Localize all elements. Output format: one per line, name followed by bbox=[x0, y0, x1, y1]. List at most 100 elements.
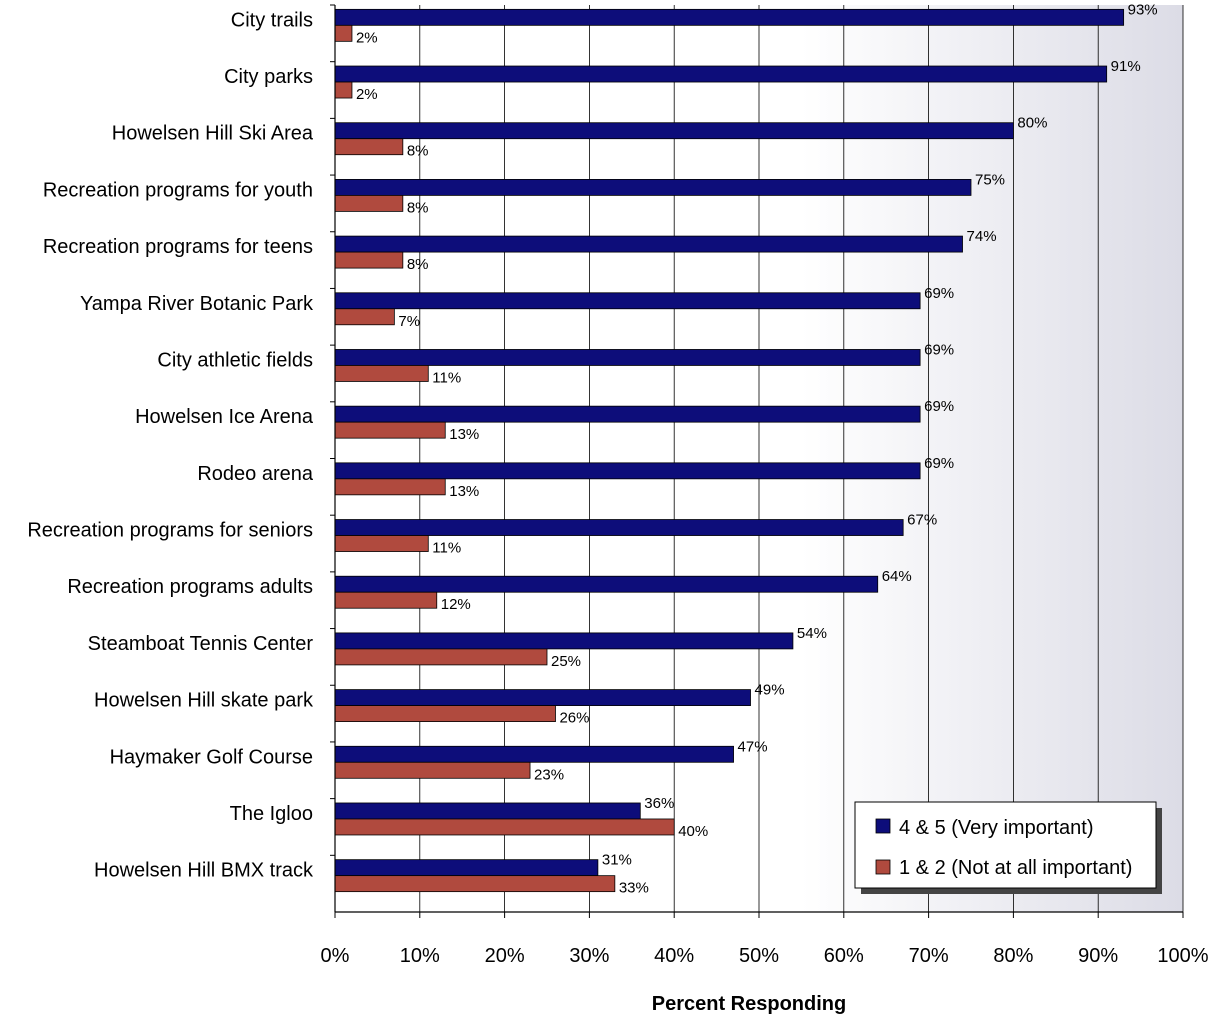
bar-very-important-recreation-programs-for-seniors bbox=[334, 519, 904, 536]
value-label-very-important-howelsen-hill-ski-area: 80% bbox=[1017, 115, 1047, 132]
x-tick-label: 90% bbox=[1078, 945, 1118, 967]
legend-label-very-important: 4 & 5 (Very important) bbox=[899, 817, 1094, 839]
bar-very-important-city-parks bbox=[334, 65, 1108, 83]
value-label-very-important-howelsen-ice-arena: 69% bbox=[924, 398, 954, 415]
x-tick-label: 100% bbox=[1157, 945, 1208, 967]
value-label-very-important-city-parks: 91% bbox=[1111, 58, 1141, 75]
category-label-rodeo-arena: Rodeo arena bbox=[197, 463, 314, 485]
value-label-not-important-recreation-programs-for-youth: 8% bbox=[407, 199, 429, 216]
bars bbox=[334, 8, 1125, 893]
category-label-haymaker-golf-course: Haymaker Golf Course bbox=[110, 746, 313, 768]
bar-not-important-the-igloo bbox=[334, 818, 675, 836]
value-label-very-important-rodeo-arena: 69% bbox=[924, 455, 954, 472]
x-tick-labels: 0% 10% 20% 30% 40% 50% 60% 70% 80% 90% 100% bbox=[321, 945, 1209, 967]
value-label-very-important-city-athletic-fields: 69% bbox=[924, 341, 954, 358]
category-label-city-athletic-fields: City athletic fields bbox=[157, 349, 313, 371]
value-label-very-important-the-igloo: 36% bbox=[644, 795, 674, 812]
value-label-not-important-steamboat-tennis-center: 25% bbox=[551, 653, 581, 670]
bar-not-important-recreation-programs-for-youth bbox=[334, 195, 404, 212]
value-label-not-important-recreation-programs-for-seniors: 11% bbox=[432, 540, 461, 557]
bar-not-important-steamboat-tennis-center bbox=[334, 648, 548, 666]
value-label-very-important-steamboat-tennis-center: 54% bbox=[797, 625, 827, 642]
bar-very-important-the-igloo bbox=[334, 802, 641, 820]
bar-not-important-howelsen-ice-arena bbox=[334, 421, 446, 439]
bar-very-important-howelsen-hill-ski-area bbox=[334, 122, 1014, 140]
value-label-very-important-haymaker-golf-course: 47% bbox=[738, 738, 768, 755]
category-label-recreation-programs-for-youth: Recreation programs for youth bbox=[43, 179, 313, 201]
bar-not-important-howelsen-hill-bmx-track bbox=[334, 875, 616, 893]
gridlines bbox=[330, 4, 1184, 918]
bar-not-important-city-trails bbox=[334, 24, 353, 42]
bar-very-important-recreation-programs-for-teens bbox=[334, 235, 963, 253]
legend-label-not-important: 1 & 2 (Not at all important) bbox=[899, 857, 1132, 879]
value-label-very-important-recreation-programs-for-teens: 74% bbox=[967, 228, 997, 245]
category-label-howelsen-hill-skate-park: Howelsen Hill skate park bbox=[94, 690, 314, 712]
bar-very-important-howelsen-hill-bmx-track bbox=[334, 859, 599, 877]
value-label-very-important-howelsen-hill-skate-park: 49% bbox=[755, 682, 785, 699]
category-label-howelsen-hill-ski-area: Howelsen Hill Ski Area bbox=[112, 123, 314, 145]
value-label-very-important-recreation-programs-adults: 64% bbox=[882, 568, 912, 585]
x-tick-label: 40% bbox=[654, 945, 694, 967]
category-label-city-parks: City parks bbox=[224, 66, 313, 88]
category-label-howelsen-hill-bmx-track: Howelsen Hill BMX track bbox=[94, 860, 314, 882]
legend: 4 & 5 (Very important) 1 & 2 (Not at all… bbox=[854, 801, 1162, 894]
bar-very-important-recreation-programs-for-youth bbox=[334, 179, 972, 196]
value-label-not-important-city-trails: 2% bbox=[356, 29, 378, 46]
value-label-not-important-recreation-programs-adults: 12% bbox=[441, 596, 471, 613]
bar-not-important-recreation-programs-adults bbox=[334, 591, 438, 609]
bar-very-important-city-athletic-fields bbox=[334, 349, 921, 366]
value-label-not-important-city-athletic-fields: 11% bbox=[432, 369, 461, 386]
value-label-not-important-rodeo-arena: 13% bbox=[449, 483, 479, 500]
value-label-not-important-howelsen-hill-skate-park: 26% bbox=[559, 710, 589, 727]
bar-not-important-haymaker-golf-course bbox=[334, 761, 531, 779]
x-axis-title: Percent Responding bbox=[652, 993, 846, 1015]
bar-not-important-rodeo-arena bbox=[334, 478, 446, 496]
category-labels: City trails City parks Howelsen Hill Ski A… bbox=[27, 9, 314, 881]
value-label-not-important-yampa-river-botanic-park: 7% bbox=[398, 313, 420, 330]
value-label-very-important-howelsen-hill-bmx-track: 31% bbox=[602, 852, 632, 869]
value-labels: 93% 2% 91% 2% 80% 8% 75% 8% 74% 8% 69% 7% 69% 11% 69% 1… bbox=[356, 1, 1158, 896]
bar-very-important-recreation-programs-adults bbox=[334, 575, 879, 593]
category-label-city-trails: City trails bbox=[231, 9, 313, 31]
legend-swatch-not-important bbox=[875, 859, 891, 875]
x-tick-label: 70% bbox=[909, 945, 949, 967]
legend-box bbox=[854, 801, 1157, 889]
category-label-steamboat-tennis-center: Steamboat Tennis Center bbox=[88, 633, 314, 655]
bar-not-important-yampa-river-botanic-park bbox=[334, 308, 395, 326]
value-label-not-important-howelsen-hill-ski-area: 8% bbox=[407, 143, 429, 160]
value-label-not-important-haymaker-golf-course: 23% bbox=[534, 766, 564, 783]
bar-very-important-haymaker-golf-course bbox=[334, 745, 734, 763]
category-label-yampa-river-botanic-park: Yampa River Botanic Park bbox=[80, 293, 314, 315]
bar-very-important-howelsen-hill-skate-park bbox=[334, 689, 751, 706]
value-label-very-important-city-trails: 93% bbox=[1128, 1, 1158, 18]
category-label-howelsen-ice-arena: Howelsen Ice Arena bbox=[135, 406, 314, 428]
x-tick-label: 50% bbox=[739, 945, 779, 967]
value-label-not-important-recreation-programs-for-teens: 8% bbox=[407, 256, 429, 273]
value-label-not-important-howelsen-hill-bmx-track: 33% bbox=[619, 880, 649, 897]
x-tick-label: 20% bbox=[485, 945, 525, 967]
value-label-not-important-the-igloo: 40% bbox=[678, 823, 708, 840]
bar-not-important-city-athletic-fields bbox=[334, 365, 429, 382]
bar-very-important-howelsen-ice-arena bbox=[334, 405, 921, 423]
legend-swatch-very-important bbox=[875, 818, 891, 834]
bar-not-important-recreation-programs-for-seniors bbox=[334, 535, 429, 552]
category-label-recreation-programs-for-teens: Recreation programs for teens bbox=[43, 236, 313, 258]
bar-not-important-howelsen-hill-ski-area bbox=[334, 138, 404, 156]
x-tick-label: 80% bbox=[993, 945, 1033, 967]
category-label-recreation-programs-for-seniors: Recreation programs for seniors bbox=[27, 520, 313, 542]
bar-very-important-steamboat-tennis-center bbox=[334, 632, 794, 650]
x-tick-label: 30% bbox=[569, 945, 609, 967]
x-tick-label: 10% bbox=[400, 945, 440, 967]
x-tick-label: 0% bbox=[321, 945, 350, 967]
value-label-very-important-recreation-programs-for-seniors: 67% bbox=[907, 512, 937, 529]
value-label-very-important-yampa-river-botanic-park: 69% bbox=[924, 285, 954, 302]
value-label-very-important-recreation-programs-for-youth: 75% bbox=[975, 171, 1005, 188]
bar-not-important-city-parks bbox=[334, 81, 353, 99]
bar-not-important-howelsen-hill-skate-park bbox=[334, 705, 556, 722]
x-tick-label: 60% bbox=[824, 945, 864, 967]
bar-very-important-rodeo-arena bbox=[334, 462, 921, 480]
bar-not-important-recreation-programs-for-teens bbox=[334, 251, 404, 269]
bar-very-important-yampa-river-botanic-park bbox=[334, 292, 921, 310]
